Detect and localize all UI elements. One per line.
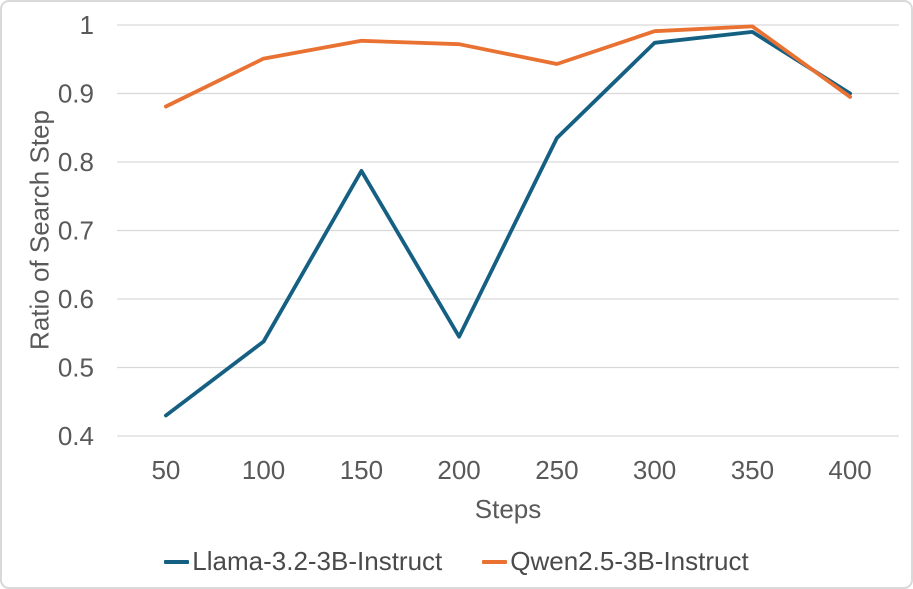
legend-label: Qwen2.5-3B-Instruct <box>510 546 749 576</box>
x-tick-label: 100 <box>242 455 285 485</box>
y-tick-label: 0.5 <box>58 353 94 383</box>
legend-line-swatch <box>164 559 190 564</box>
series-line-qwen2-5-3b-instruct <box>163 24 852 109</box>
y-tick-label: 0.9 <box>58 79 94 109</box>
series-line-llama-3-2-3b-instruct <box>163 29 852 418</box>
legend-line-swatch <box>482 559 508 564</box>
x-tick-label: 300 <box>633 455 676 485</box>
y-tick-label: 0.8 <box>58 147 94 177</box>
legend-item-qwen2-5-3b-instruct: Qwen2.5-3B-Instruct <box>482 546 749 577</box>
x-tick-label: 350 <box>731 455 774 485</box>
y-tick-label: 0.7 <box>58 216 94 246</box>
x-tick-label: 150 <box>340 455 383 485</box>
x-tick-label: 50 <box>151 455 180 485</box>
x-tick-label: 200 <box>437 455 480 485</box>
chart-legend: Llama-3.2-3B-Instruct Qwen2.5-3B-Instruct <box>2 546 911 577</box>
x-tick-label: 400 <box>828 455 871 485</box>
legend-item-llama-3-2-3b-instruct: Llama-3.2-3B-Instruct <box>164 546 442 577</box>
y-tick-label: 0.4 <box>58 421 94 451</box>
x-axis-title: Steps <box>474 494 542 524</box>
y-tick-label: 1 <box>80 10 94 40</box>
y-axis-title: Ratio of Search Step <box>24 110 55 350</box>
y-tick-label: 0.6 <box>58 284 94 314</box>
x-tick-label: 250 <box>535 455 578 485</box>
legend-label: Llama-3.2-3B-Instruct <box>192 546 443 576</box>
